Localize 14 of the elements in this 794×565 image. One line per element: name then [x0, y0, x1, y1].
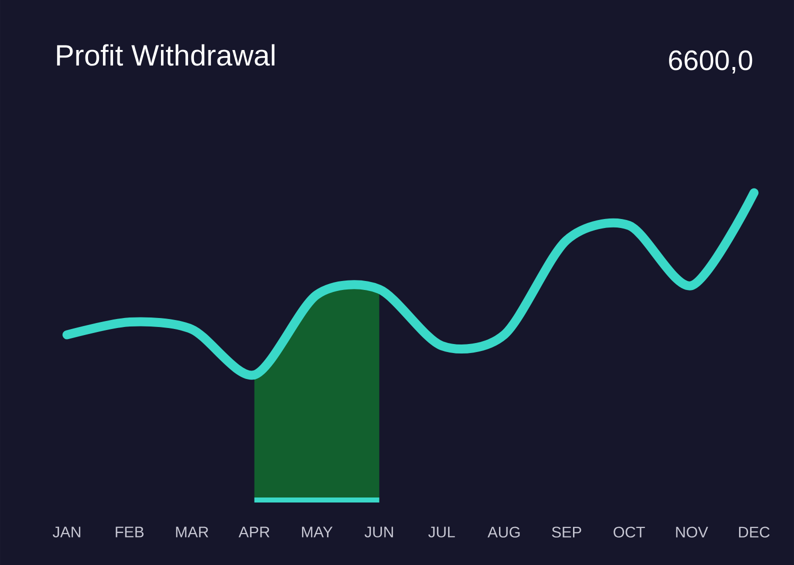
x-tick-label: OCT: [614, 526, 645, 538]
x-tick-label: MAR: [176, 526, 208, 538]
x-tick-label: JUL: [428, 526, 455, 538]
x-tick-label: FEB: [116, 526, 144, 538]
text: 6600,0: [669, 50, 752, 74]
chart-title: Profit Withdrawal: [57, 44, 274, 66]
x-tick-label: JUN: [364, 526, 393, 538]
x-tick-label: DEC: [739, 526, 770, 538]
x-tick-label: AUG: [488, 526, 520, 538]
x-tick-label: NOV: [676, 526, 708, 538]
x-tick-label: MAY: [302, 526, 333, 538]
x-tick-label: SEP: [552, 526, 582, 538]
x-tick-label: APR: [238, 526, 270, 538]
x-tick-label: JAN: [52, 526, 80, 538]
